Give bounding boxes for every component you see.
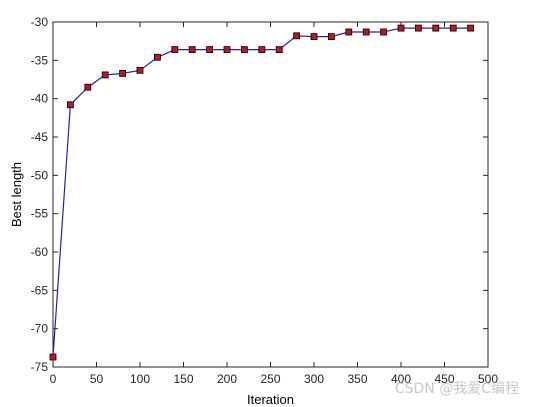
data-point-marker: [397, 24, 405, 32]
y-axis-ticks: -75 -70 -65 -60 -55 -50 -45 -40 -35 -30: [31, 15, 488, 374]
x-tick-label: 0: [50, 372, 57, 386]
data-point-marker: [467, 24, 475, 32]
data-point-marker: [327, 33, 335, 40]
x-tick-label: 350: [347, 372, 367, 386]
data-point-marker: [449, 24, 457, 32]
data-point-marker: [258, 46, 266, 53]
data-point-marker: [188, 46, 196, 53]
x-tick-label: 450: [434, 372, 454, 386]
y-tick-label: -35: [31, 53, 49, 67]
data-point-marker: [67, 101, 74, 109]
plot-area: [52, 21, 489, 368]
y-tick-label: -55: [31, 207, 49, 221]
x-tick-label: 400: [391, 372, 411, 386]
x-axis-ticks: 0 50 100 150 200 250 300 350 400 450 500: [50, 22, 498, 386]
y-tick-label: -45: [31, 130, 49, 144]
x-tick-label: 300: [304, 372, 324, 386]
data-point-marker: [84, 83, 92, 91]
data-point-marker: [432, 24, 440, 32]
y-axis-label: Best length: [9, 162, 24, 227]
x-tick-label: 100: [130, 372, 150, 386]
y-tick-label: -75: [31, 360, 49, 374]
data-point-marker: [153, 53, 161, 61]
data-point-marker: [310, 33, 318, 40]
y-tick-label: -40: [31, 92, 49, 106]
y-tick-label: -30: [31, 15, 49, 29]
y-tick-label: -60: [31, 245, 49, 259]
x-axis-label: Iteration: [247, 392, 294, 407]
y-tick-label: -70: [31, 322, 49, 336]
data-point-marker: [293, 32, 301, 40]
axes-box: [52, 21, 489, 368]
data-point-marker: [223, 46, 231, 53]
data-point-marker: [380, 28, 388, 36]
x-tick-label: 250: [260, 372, 280, 386]
x-tick-label: 150: [173, 372, 193, 386]
series-layer: [49, 24, 475, 361]
data-point-marker: [345, 28, 353, 36]
watermark-text: CSDN @我爱C编程: [395, 381, 519, 397]
data-point-marker: [49, 353, 57, 361]
data-point-marker: [101, 71, 109, 79]
data-point-marker: [240, 46, 248, 53]
data-point-marker: [136, 66, 144, 74]
x-tick-label: 50: [90, 372, 104, 386]
x-tick-label: 500: [478, 372, 498, 386]
data-point-marker: [362, 28, 370, 36]
x-tick-label: 200: [217, 372, 237, 386]
data-point-marker: [275, 46, 283, 53]
data-point-marker: [171, 46, 179, 53]
y-tick-label: -50: [31, 168, 49, 182]
data-point-marker: [119, 70, 126, 77]
data-point-marker: [206, 46, 214, 53]
y-tick-label: -65: [31, 283, 49, 297]
data-point-marker: [414, 24, 422, 32]
